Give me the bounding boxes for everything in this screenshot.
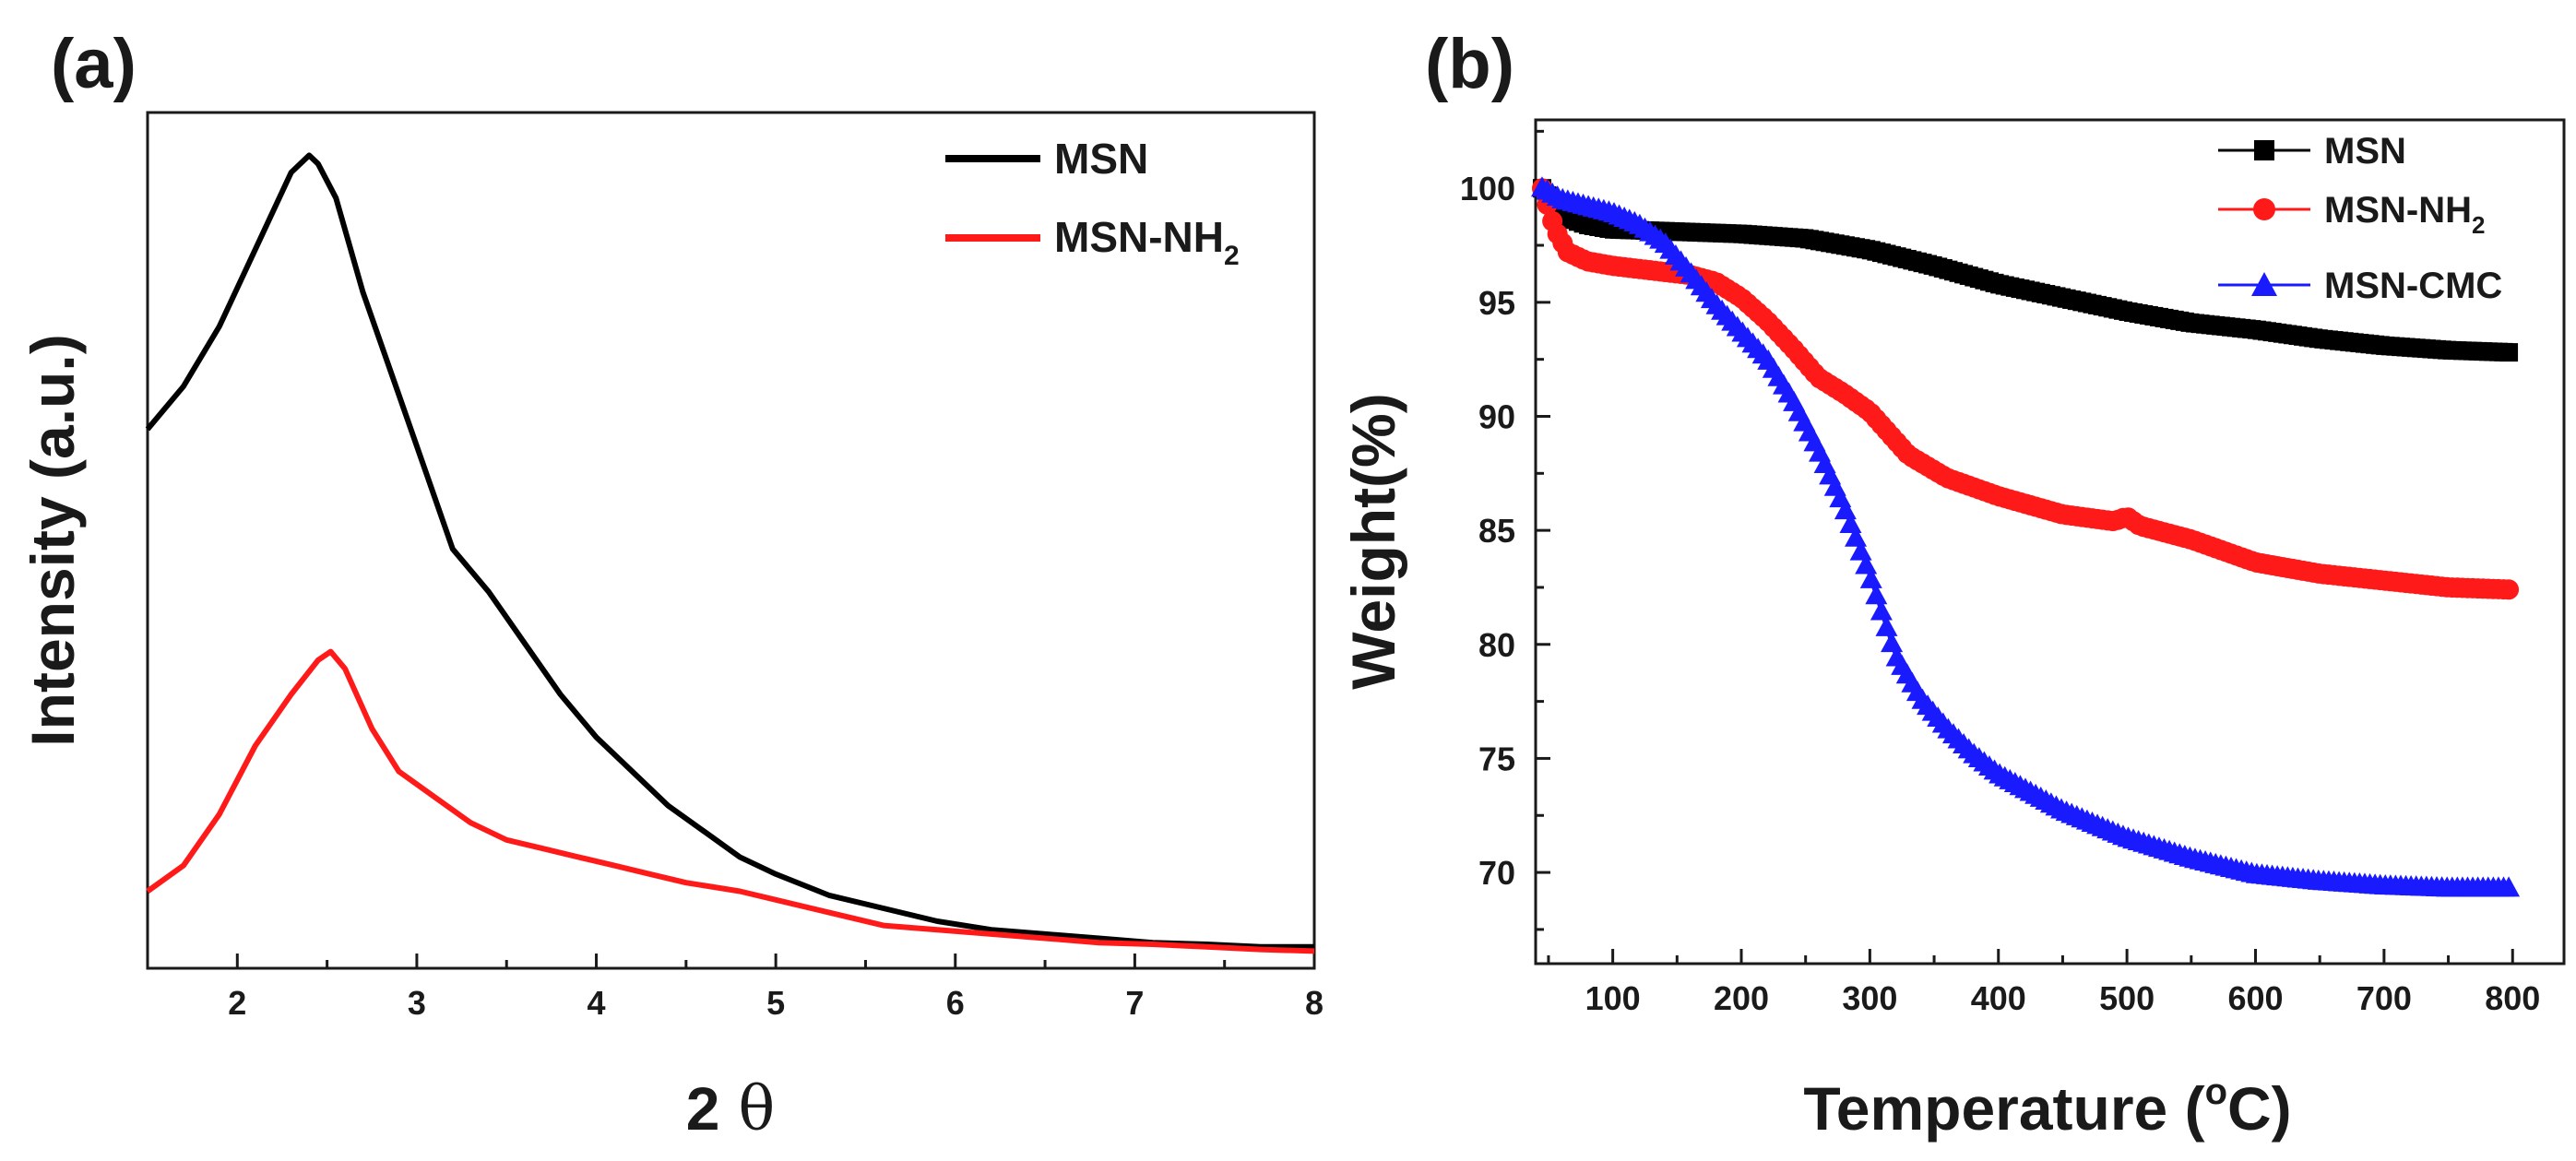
legend-b-msn-nh2-label: MSN-NH2 (2324, 190, 2485, 239)
legend-b-msn-cmc-marker (2251, 272, 2277, 296)
panel-b-x-tick-label: 100 (1585, 979, 1641, 1017)
panel-b-plot: 100 200 300 400 500 600 700 800 70 75 80 85 90 95 100 (1460, 118, 2566, 1017)
panel-b-y-tick-label: 95 (1478, 284, 1515, 322)
panel-b-y-tick-label: 100 (1460, 170, 1515, 207)
panel-b-y-tick-label: 75 (1478, 740, 1515, 777)
panel-b-frame (1534, 118, 2566, 966)
panel-b-x-tick-label: 500 (2099, 979, 2155, 1017)
panel-a-x-tick-label: 5 (766, 984, 785, 1022)
panel-b-series (1530, 176, 2521, 897)
panel-a-series (145, 152, 1315, 954)
panel-b-x-tick-label: 300 (1842, 979, 1897, 1017)
legend-a-msn-nh2-label: MSN-NH2 (1054, 213, 1240, 271)
panel-b-x-axis-title-degree: o (2205, 1072, 2227, 1112)
panel-b-x-ticks: 100 200 300 400 500 600 700 800 (1547, 949, 2540, 1017)
panel-b-x-axis-title-main: Temperature ( (1803, 1074, 2204, 1143)
panel-b-y-axis-title: Weight(%) (1339, 393, 1407, 689)
legend-b-msn-marker (2254, 140, 2274, 160)
legend-b-msn-nh2-marker (2253, 198, 2275, 220)
series-point-msn-cmc (1865, 584, 1888, 605)
panel-a-legend: MSN MSN-NH2 (945, 135, 1240, 271)
series-line-msn (145, 152, 1314, 950)
panel-b-x-tick-label: 600 (2227, 979, 2283, 1017)
series-line-msn-nh2 (146, 648, 1315, 954)
series-msn-nh2 (1531, 178, 2520, 600)
legend-a-msn-nh2-main: MSN-NH (1054, 213, 1224, 261)
panel-a-x-axis-title-theta: θ (738, 1073, 775, 1144)
panel-b-x-axis-title: Temperature (oC) (1803, 1072, 2291, 1143)
series-line-msn-nh2 (1540, 187, 2513, 592)
series-point-msn-cmc (1859, 567, 1882, 588)
panel-b-y-tick-label: 85 (1478, 512, 1515, 550)
legend-b-msn-cmc-label: MSN-CMC (2324, 266, 2502, 306)
panel-a-plot: 2 3 4 5 6 7 8 (145, 111, 1324, 1022)
panel-b-label: (b) (1425, 25, 1514, 103)
panel-b-x-tick-label: 400 (1971, 979, 2026, 1017)
panel-a-x-tick-label: 4 (588, 984, 606, 1022)
legend-b-msn-label: MSN (2324, 131, 2406, 172)
legend-b-msn-nh2-subscript: 2 (2472, 211, 2485, 239)
panel-a-x-axis-title-number: 2 (686, 1074, 720, 1143)
panel-b-y-tick-label: 70 (1478, 854, 1515, 892)
series-point-msn-nh2 (2499, 579, 2520, 600)
series-msn-cmc (1530, 176, 2521, 897)
panel-a-x-tick-label: 8 (1305, 984, 1324, 1022)
panel-a-y-axis-title: Intensity (a.u.) (18, 334, 87, 746)
panel-b-legend: MSN MSN-NH2 MSN-CMC (2218, 131, 2502, 306)
panel-a-x-tick-label: 6 (946, 984, 965, 1022)
panel-a-x-tick-label: 7 (1125, 984, 1144, 1022)
panel-b-x-axis-title-unit: C) (2227, 1074, 2292, 1143)
panel-a-x-ticks: 2 3 4 5 6 7 8 (146, 954, 1324, 1022)
panel-b-x-tick-label: 700 (2356, 979, 2412, 1017)
panel-a-x-tick-label: 2 (228, 984, 246, 1022)
panel-b-x-tick-label: 200 (1714, 979, 1769, 1017)
panel-b-y-tick-label: 90 (1478, 397, 1515, 435)
legend-b-msn-nh2-main: MSN-NH (2324, 190, 2472, 231)
panel-b-y-tick-label: 80 (1478, 626, 1515, 664)
legend-a-msn-label: MSN (1054, 135, 1148, 183)
panel-a-frame (146, 111, 1316, 970)
series-point-msn-cmc (1870, 599, 1893, 621)
panel-a-x-tick-label: 3 (408, 984, 426, 1022)
series-point-msn (2499, 343, 2519, 362)
series-point-msn-cmc (1875, 615, 1898, 636)
series-point-msn-cmc (2498, 876, 2521, 897)
legend-a-msn-nh2-subscript: 2 (1224, 241, 1240, 271)
panel-a-label: (a) (51, 25, 137, 103)
panel-b-x-tick-label: 800 (2485, 979, 2540, 1017)
